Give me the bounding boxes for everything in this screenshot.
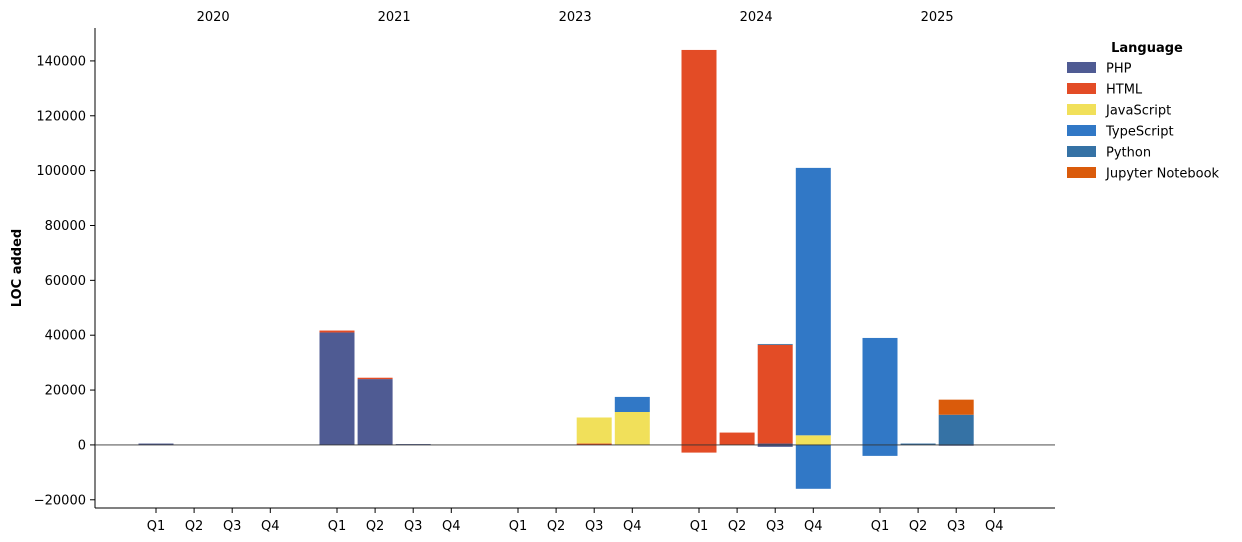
x-tick-label: Q2	[547, 519, 566, 534]
bar-php-2021-q3	[395, 444, 431, 445]
bar-jupyter-notebook-2025-q3	[938, 399, 974, 415]
x-tick-label: Q4	[985, 519, 1004, 534]
bar-php-2020-q1	[138, 443, 174, 445]
x-tick-label: Q1	[690, 519, 709, 534]
bar-html-2024-q3	[757, 344, 793, 444]
bar-html-2024-q2	[719, 432, 755, 445]
legend-items: PHP HTML JavaScript TypeScript Python Jupyter…	[1067, 62, 1220, 182]
y-tick-label: 60000	[45, 274, 86, 289]
y-tick-label: 140000	[36, 54, 86, 69]
legend-swatch-typescript	[1067, 125, 1096, 136]
x-ticks: Q1 Q2 Q3 Q4 Q1 Q2 Q3 Q4 Q1 Q2 Q3 Q4 Q1 Q2 Q3 Q4 Q1 Q2 Q3 Q4	[147, 508, 1004, 534]
x-tick-label: Q1	[147, 519, 166, 534]
bar-neg-typescript-2024-q4	[795, 444, 831, 489]
bar-javascript-2024-q4	[795, 435, 831, 445]
bar-layer	[138, 49, 974, 489]
y-tick-label: 80000	[45, 219, 86, 234]
x-tick-label: Q3	[585, 519, 604, 534]
x-tick-label: Q1	[509, 519, 528, 534]
legend-label-php: PHP	[1106, 62, 1132, 77]
year-label-2023: 2023	[559, 10, 592, 25]
y-tick-label: 100000	[36, 164, 86, 179]
x-tick-label: Q3	[766, 519, 785, 534]
x-tick-label: Q2	[185, 519, 204, 534]
legend-swatch-html	[1067, 83, 1096, 94]
legend-swatch-jupyter-notebook	[1067, 167, 1096, 178]
x-tick-label: Q3	[404, 519, 423, 534]
year-label-2024: 2024	[740, 10, 773, 25]
legend-label-typescript: TypeScript	[1105, 125, 1174, 140]
y-ticks: −20000 0 20000 40000 60000 80000 100000 120000 1…	[34, 54, 95, 508]
x-tick-label: Q1	[328, 519, 347, 534]
x-tick-label: Q2	[909, 519, 928, 534]
bar-python-2024-q3	[757, 343, 793, 345]
legend-swatch-python	[1067, 146, 1096, 157]
bar-php-2021-q2	[357, 379, 393, 445]
y-tick-label: 120000	[36, 109, 86, 124]
x-tick-label: Q4	[804, 519, 823, 534]
bar-neg-php-2024-q3	[757, 444, 793, 447]
legend-label-jupyter-notebook: Jupyter Notebook	[1105, 167, 1220, 182]
legend-label-html: HTML	[1106, 83, 1143, 98]
bar-html-2023-q3	[576, 443, 612, 445]
x-tick-label: Q4	[623, 519, 642, 534]
x-tick-label: Q2	[366, 519, 385, 534]
bar-javascript-2023-q3	[576, 417, 612, 444]
y-tick-label: 0	[78, 438, 86, 453]
bar-typescript-2025-q1	[862, 337, 898, 445]
bar-neg-php-2025-q3	[938, 444, 974, 446]
year-labels: 2020 2021 2023 2024 2025	[197, 10, 954, 25]
legend: Language PHP HTML JavaScript TypeScript Pyth…	[1067, 41, 1220, 182]
bar-html-2024-q1	[681, 49, 717, 445]
x-tick-label: Q3	[947, 519, 966, 534]
year-label-2020: 2020	[197, 10, 230, 25]
bar-php-2024-q3	[757, 443, 793, 445]
y-tick-label: 20000	[45, 384, 86, 399]
bar-typescript-2023-q4	[614, 396, 650, 412]
bar-python-2025-q3	[938, 414, 974, 445]
bar-typescript-2024-q4	[795, 167, 831, 436]
bar-python-2025-q2	[900, 443, 936, 445]
x-tick-label: Q4	[261, 519, 280, 534]
x-tick-label: Q3	[223, 519, 242, 534]
y-axis-label: LOC added	[10, 229, 25, 307]
x-tick-label: Q1	[871, 519, 890, 534]
axes	[94, 28, 1055, 509]
y-tick-label: −20000	[34, 493, 86, 508]
bar-neg-typescript-2025-q1	[862, 444, 898, 456]
x-tick-label: Q4	[442, 519, 461, 534]
bar-html-2021-q2	[357, 377, 393, 380]
legend-title: Language	[1111, 41, 1183, 56]
bar-php-2021-q1	[319, 332, 355, 445]
bar-neg-html-2024-q1	[681, 444, 717, 453]
legend-label-javascript: JavaScript	[1105, 104, 1171, 119]
legend-label-python: Python	[1106, 146, 1151, 161]
x-tick-label: Q2	[728, 519, 747, 534]
year-label-2021: 2021	[378, 10, 411, 25]
year-label-2025: 2025	[921, 10, 954, 25]
y-tick-label: 40000	[45, 329, 86, 344]
bar-javascript-2023-q4	[614, 412, 650, 445]
bar-html-2021-q1	[319, 330, 355, 333]
legend-swatch-php	[1067, 62, 1096, 73]
legend-swatch-javascript	[1067, 104, 1096, 115]
